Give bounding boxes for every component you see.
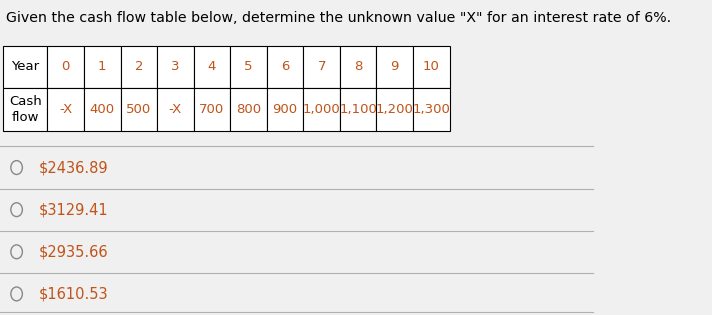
Text: 0: 0 [61, 60, 70, 73]
Polygon shape [120, 46, 157, 88]
Text: 6: 6 [281, 60, 289, 73]
Text: 1: 1 [98, 60, 107, 73]
Polygon shape [84, 46, 120, 88]
Text: $3129.41: $3129.41 [38, 202, 108, 217]
Text: 400: 400 [90, 103, 115, 116]
Text: 5: 5 [244, 60, 253, 73]
Text: 500: 500 [126, 103, 152, 116]
Text: 9: 9 [391, 60, 399, 73]
Polygon shape [340, 46, 377, 88]
Polygon shape [120, 88, 157, 131]
Polygon shape [84, 88, 120, 131]
Text: 10: 10 [423, 60, 440, 73]
Text: 1,200: 1,200 [376, 103, 414, 116]
Text: 2: 2 [135, 60, 143, 73]
Text: Cash
flow: Cash flow [9, 95, 41, 124]
Text: 900: 900 [273, 103, 298, 116]
Text: -X: -X [59, 103, 73, 116]
Polygon shape [194, 46, 230, 88]
Text: 7: 7 [318, 60, 326, 73]
Text: 1,100: 1,100 [340, 103, 377, 116]
Text: 1,300: 1,300 [412, 103, 450, 116]
Polygon shape [303, 88, 340, 131]
Polygon shape [413, 88, 449, 131]
Text: $2935.66: $2935.66 [38, 244, 108, 259]
Polygon shape [194, 88, 230, 131]
Polygon shape [340, 88, 377, 131]
Text: $1610.53: $1610.53 [38, 286, 108, 301]
Polygon shape [157, 88, 194, 131]
Text: 8: 8 [354, 60, 362, 73]
Polygon shape [3, 46, 48, 88]
Polygon shape [48, 88, 84, 131]
Text: $2436.89: $2436.89 [38, 160, 108, 175]
Polygon shape [157, 46, 194, 88]
Polygon shape [413, 46, 449, 88]
Polygon shape [230, 88, 267, 131]
Text: 4: 4 [208, 60, 216, 73]
Polygon shape [267, 88, 303, 131]
Polygon shape [377, 88, 413, 131]
Polygon shape [303, 46, 340, 88]
Polygon shape [267, 46, 303, 88]
Polygon shape [48, 46, 84, 88]
Polygon shape [230, 46, 267, 88]
Polygon shape [377, 46, 413, 88]
Text: 3: 3 [171, 60, 179, 73]
Text: -X: -X [169, 103, 182, 116]
Text: Given the cash flow table below, determine the unknown value "X" for an interest: Given the cash flow table below, determi… [6, 11, 671, 25]
Text: 1,000: 1,000 [303, 103, 340, 116]
Polygon shape [3, 88, 48, 131]
Text: Year: Year [11, 60, 39, 73]
Text: 800: 800 [236, 103, 261, 116]
Text: 700: 700 [199, 103, 224, 116]
